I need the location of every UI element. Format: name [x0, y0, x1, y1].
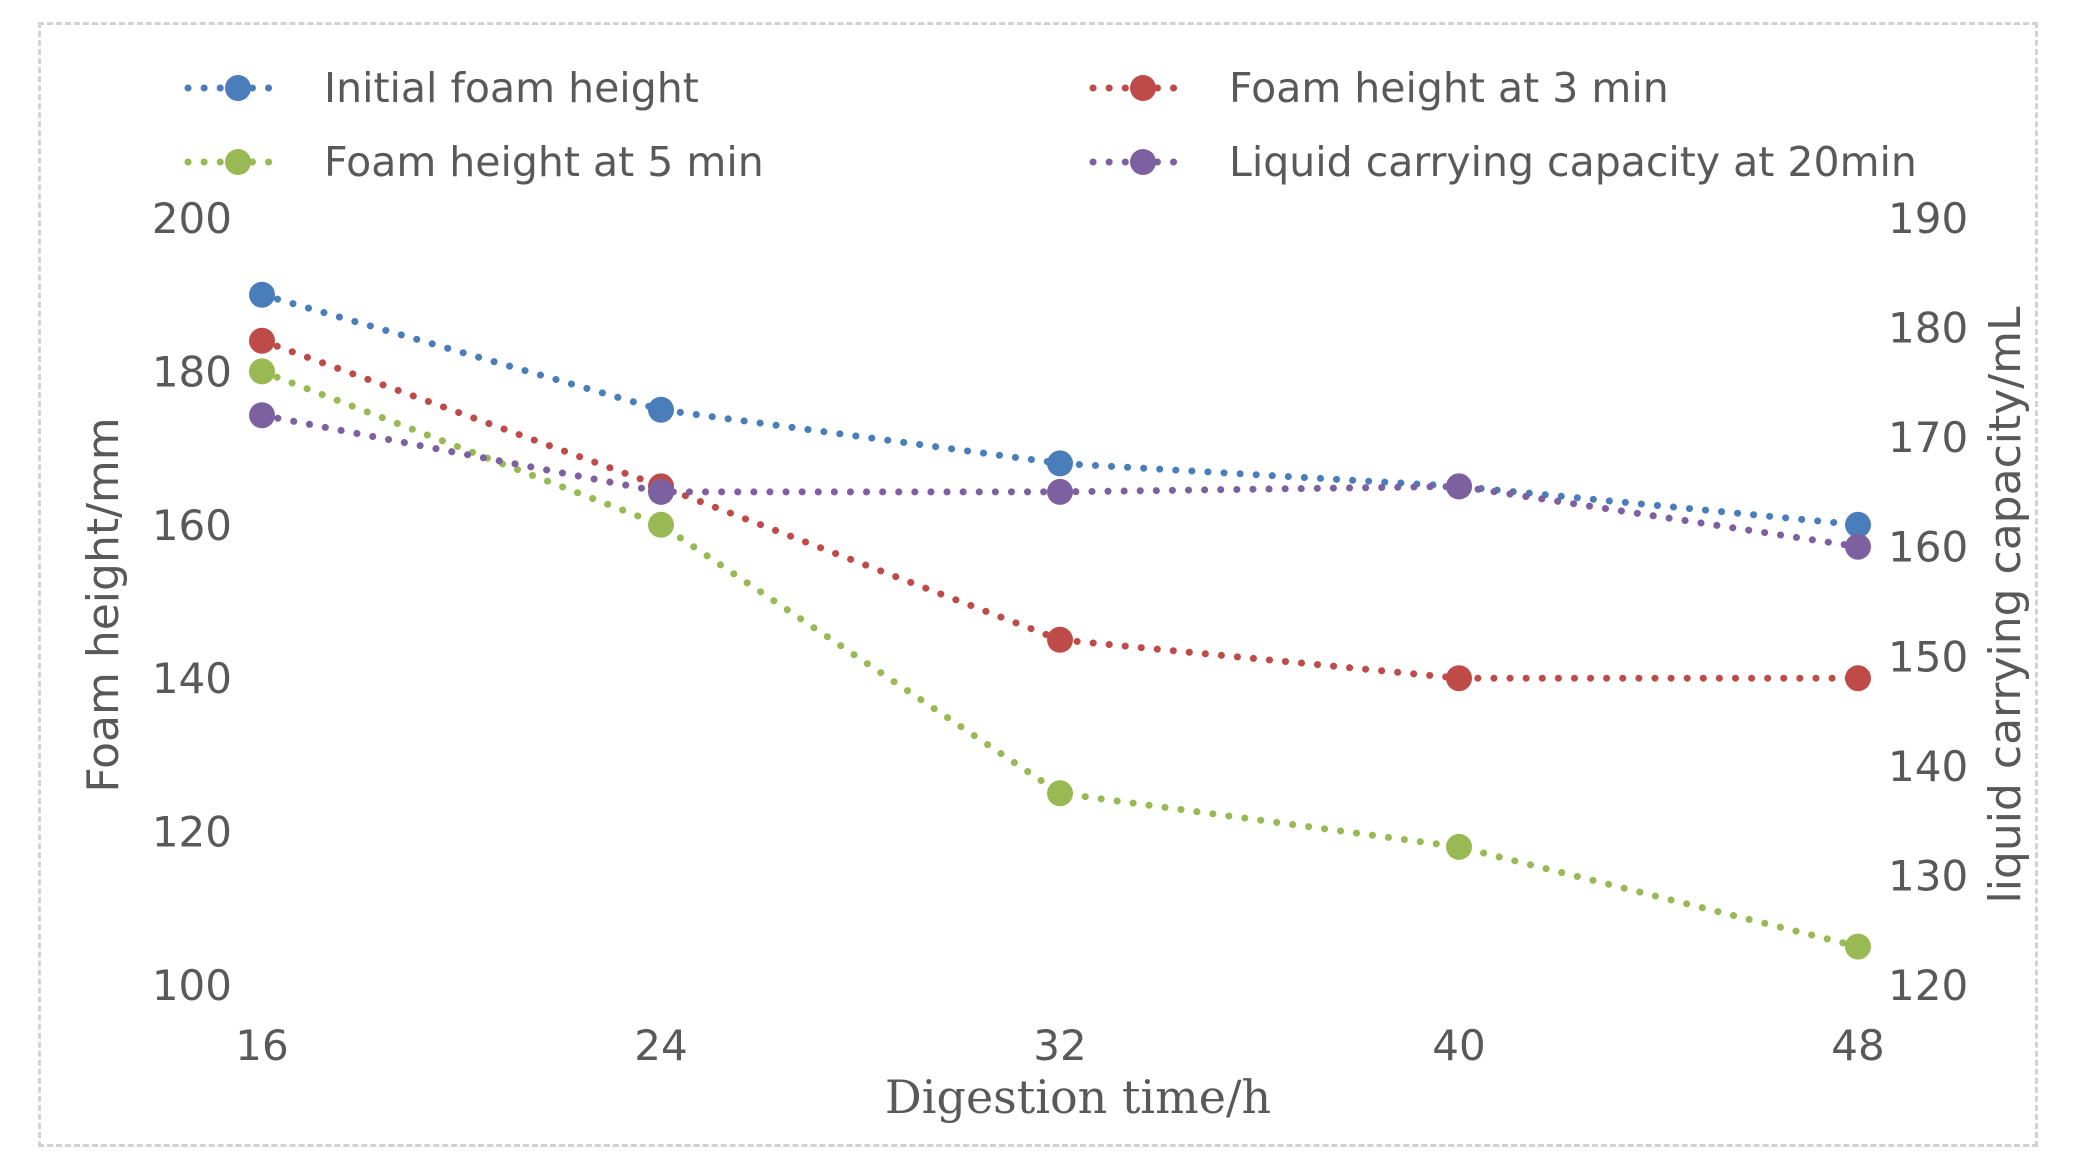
data-point	[648, 396, 674, 423]
legend-label: Liquid carrying capacity at 20min	[1229, 138, 1917, 186]
x-axis-label: Digestion time/h	[885, 1070, 1271, 1124]
legend-marker	[1130, 75, 1156, 101]
data-point	[249, 327, 275, 354]
y-tick-label: 180	[152, 347, 232, 396]
legend-item: Foam height at 5 min	[184, 138, 764, 186]
data-point	[249, 281, 275, 308]
y2-axis-label: liquid carrying capacity/mL	[1980, 306, 2031, 903]
x-tick-label: 24	[634, 1021, 687, 1070]
y-tick-label: 160	[152, 501, 232, 550]
data-point	[1047, 478, 1073, 505]
data-point	[1047, 780, 1073, 807]
y2-tick-label: 140	[1888, 742, 1968, 791]
legend-label: Initial foam height	[324, 64, 699, 112]
legend-item: Foam height at 3 min	[1089, 64, 1669, 112]
legend-label: Foam height at 3 min	[1229, 64, 1669, 112]
chart-frame	[38, 22, 2038, 1147]
legend: Initial foam height Foam height at 3 min F…	[184, 64, 1917, 186]
data-point	[1845, 933, 1871, 960]
x-tick-label: 48	[1831, 1021, 1884, 1070]
x-tick-label: 40	[1432, 1021, 1485, 1070]
left-axis-ticks: 100 120 140 160 180 200	[152, 194, 232, 1010]
legend-item: Liquid carrying capacity at 20min	[1089, 138, 1917, 186]
series-line	[258, 367, 1862, 951]
y2-tick-label: 190	[1888, 194, 1968, 243]
data-point	[1845, 665, 1871, 692]
data-point	[648, 478, 674, 505]
legend-marker	[1130, 149, 1156, 175]
y2-tick-label: 160	[1888, 523, 1968, 572]
y-tick-label: 200	[152, 194, 232, 243]
y2-tick-label: 170	[1888, 413, 1968, 462]
data-point	[1446, 833, 1472, 860]
series-points	[249, 281, 1871, 960]
legend-label: Foam height at 5 min	[324, 138, 764, 186]
y-tick-label: 120	[152, 808, 232, 857]
series-lines	[258, 291, 1862, 951]
data-point	[648, 511, 674, 538]
y-tick-label: 140	[152, 654, 232, 703]
legend-item: Initial foam height	[184, 64, 699, 112]
data-point	[1047, 626, 1073, 653]
x-axis-ticks: 16 24 32 40 48	[235, 1021, 1884, 1070]
data-point	[249, 358, 275, 385]
y-tick-label: 100	[152, 961, 232, 1010]
data-point	[1446, 665, 1472, 692]
x-tick-label: 32	[1033, 1021, 1086, 1070]
y2-tick-label: 120	[1888, 961, 1968, 1010]
y2-tick-label: 180	[1888, 304, 1968, 353]
y2-tick-label: 150	[1888, 632, 1968, 681]
data-point	[1446, 473, 1472, 500]
x-tick-label: 16	[235, 1021, 288, 1070]
data-point	[1047, 450, 1073, 477]
data-point	[1845, 533, 1871, 560]
data-point	[1845, 511, 1871, 538]
y2-tick-label: 130	[1888, 851, 1968, 900]
legend-marker	[225, 75, 251, 101]
right-axis-ticks: 120 130 140 150 160 170 180 190	[1888, 194, 1968, 1010]
y-axis-label: Foam height/mm	[78, 417, 129, 792]
data-point	[249, 402, 275, 429]
legend-marker	[225, 149, 251, 175]
